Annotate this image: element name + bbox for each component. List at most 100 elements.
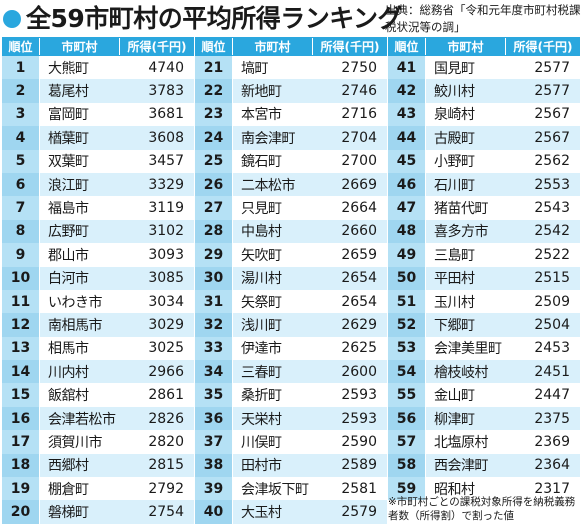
- rank-cell: 13: [2, 336, 40, 361]
- rank-cell: 57: [388, 430, 426, 454]
- income-cell: 2659: [341, 246, 377, 263]
- municipality-cell: 矢祭町: [241, 294, 282, 311]
- municipality-cell: 泉崎村: [434, 107, 475, 124]
- income-cell: 2704: [341, 129, 377, 146]
- income-cell: 2861: [148, 387, 184, 404]
- income-cell: 2451: [534, 363, 570, 380]
- income-cell: 2515: [534, 270, 570, 287]
- municipality-cell: 北塩原村: [434, 434, 489, 451]
- table-row: 17 須賀川市 2820: [2, 430, 194, 454]
- table-rows: 41 国見町 2577 42 鮫川村 2577 43 泉崎村 2567 44 古殿町 2567 45 小野…: [388, 56, 580, 501]
- rank-cell: 46: [388, 172, 426, 197]
- municipality-cell: 平田村: [434, 271, 475, 288]
- table-header: 順位 市町村 所得(千円): [195, 37, 387, 56]
- rank-cell: 42: [388, 79, 426, 103]
- rank-cell: 37: [195, 430, 233, 454]
- rank-cell: 55: [388, 383, 426, 407]
- table-row: 33 伊達市 2625: [195, 336, 387, 361]
- municipality-cell: 柳津町: [434, 411, 475, 428]
- table-row: 26 二本松市 2669: [195, 172, 387, 197]
- rank-cell: 30: [195, 266, 233, 290]
- municipality-cell: 新地町: [241, 84, 282, 101]
- rank-cell: 47: [388, 196, 426, 220]
- income-cell: 3025: [148, 340, 184, 357]
- rank-cell: 49: [388, 243, 426, 267]
- header-name: 市町村: [40, 38, 120, 55]
- table-row: 50 平田村 2515: [388, 266, 580, 290]
- rank-cell: 52: [388, 313, 426, 337]
- rank-cell: 40: [195, 500, 233, 524]
- income-cell: 2509: [534, 293, 570, 310]
- income-cell: 2562: [534, 153, 570, 170]
- table-row: 56 柳津町 2375: [388, 406, 580, 431]
- table-row: 30 湯川村 2654: [195, 266, 387, 290]
- header-rank: 順位: [388, 38, 426, 55]
- income-cell: 2581: [341, 480, 377, 497]
- income-cell: 2700: [341, 153, 377, 170]
- income-cell: 2815: [148, 457, 184, 474]
- rank-cell: 22: [195, 79, 233, 103]
- income-cell: 2447: [534, 387, 570, 404]
- rank-cell: 26: [195, 172, 233, 197]
- municipality-cell: 三島町: [434, 247, 475, 264]
- table-row: 49 三島町 2522: [388, 243, 580, 267]
- municipality-cell: 矢吹町: [241, 247, 282, 264]
- income-cell: 2746: [341, 83, 377, 100]
- rank-cell: 12: [2, 313, 40, 337]
- table-row: 38 田村市 2589: [195, 453, 387, 478]
- income-cell: 3093: [148, 246, 184, 263]
- rank-cell: 54: [388, 360, 426, 384]
- rank-cell: 41: [388, 56, 426, 80]
- rank-cell: 25: [195, 149, 233, 173]
- rank-cell: 35: [195, 383, 233, 407]
- page-title: 全59市町村の平均所得ランキング: [26, 4, 403, 33]
- table-row: 32 浅川町 2629: [195, 313, 387, 337]
- municipality-cell: 伊達市: [241, 341, 282, 358]
- table-row: 54 檜枝岐村 2451: [388, 360, 580, 384]
- rank-cell: 38: [195, 453, 233, 478]
- rank-cell: 15: [2, 383, 40, 407]
- table-header: 順位 市町村 所得(千円): [2, 37, 194, 56]
- rank-cell: 9: [2, 243, 40, 267]
- rank-cell: 5: [2, 149, 40, 173]
- rank-cell: 14: [2, 360, 40, 384]
- income-cell: 2629: [341, 316, 377, 333]
- header-name: 市町村: [233, 38, 313, 55]
- table-row: 27 只見町 2664: [195, 196, 387, 220]
- municipality-cell: 二本松市: [241, 177, 296, 194]
- rank-cell: 20: [2, 500, 40, 524]
- municipality-cell: 中島村: [241, 224, 282, 241]
- municipality-cell: 田村市: [241, 458, 282, 475]
- income-cell: 3102: [148, 223, 184, 240]
- table-row: 18 西郷村 2815: [2, 453, 194, 478]
- municipality-cell: 湯川村: [241, 271, 282, 288]
- municipality-cell: 富岡町: [48, 107, 89, 124]
- table-row: 42 鮫川村 2577: [388, 79, 580, 103]
- table-column-2: 順位 市町村 所得(千円) 21 塙町 2750 22 新地町 2746 23 本宮市 2716…: [195, 37, 387, 524]
- rank-cell: 53: [388, 336, 426, 361]
- rank-cell: 50: [388, 266, 426, 290]
- table-row: 53 会津美里町 2453: [388, 336, 580, 361]
- rank-cell: 34: [195, 360, 233, 384]
- municipality-cell: 喜多方市: [434, 224, 489, 241]
- income-cell: 2522: [534, 246, 570, 263]
- table-row: 39 会津坂下町 2581: [195, 477, 387, 501]
- header-rank: 順位: [2, 38, 40, 55]
- rank-cell: 17: [2, 430, 40, 454]
- municipality-cell: 棚倉町: [48, 481, 89, 498]
- rank-cell: 39: [195, 477, 233, 501]
- rank-cell: 48: [388, 219, 426, 244]
- income-cell: 2577: [534, 59, 570, 76]
- footnote: ※市町村ごとの課税対象所得を納税義務者数（所得割）で割った値: [388, 496, 576, 522]
- income-cell: 3783: [148, 83, 184, 100]
- income-cell: 2553: [534, 176, 570, 193]
- municipality-cell: 楢葉町: [48, 130, 89, 147]
- municipality-cell: 玉川村: [434, 294, 475, 311]
- income-cell: 2716: [341, 106, 377, 123]
- source-note: 出典：総務省「令和元年度市町村税課税状況等の調」: [385, 3, 581, 34]
- income-cell: 2966: [148, 363, 184, 380]
- table-row: 35 桑折町 2593: [195, 383, 387, 407]
- income-cell: 3329: [148, 176, 184, 193]
- municipality-cell: 浅川町: [241, 317, 282, 334]
- municipality-cell: 川内村: [48, 364, 89, 381]
